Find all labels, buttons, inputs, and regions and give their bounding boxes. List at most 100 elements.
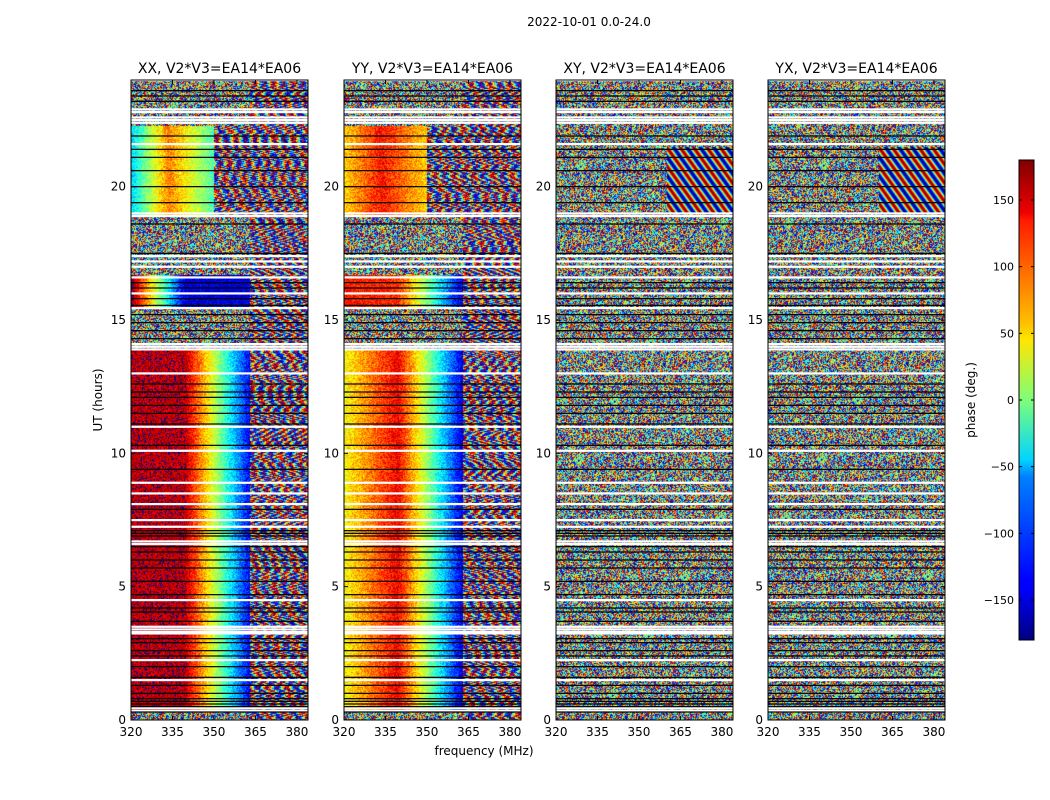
flagged-row-dark [344,314,521,316]
flagged-row-dark [344,607,521,609]
flagged-row [556,119,733,122]
y-tick-label: 0 [118,713,126,727]
flagged-row [131,679,308,682]
flagged-row-dark [768,383,945,385]
flagged-row-dark [768,468,945,470]
flagged-row [768,143,945,146]
flagged-row-dark [131,423,308,425]
flagged-row-dark [344,444,521,446]
flagged-row-dark [556,546,733,548]
flagged-row [131,631,308,634]
flagged-row [556,215,733,218]
flagged-row-dark [131,330,308,332]
flagged-row [556,631,733,634]
flagged-row-dark [768,703,945,705]
flagged-row [556,540,733,543]
flagged-row-dark [768,642,945,644]
flagged-row [556,543,733,546]
figure-suptitle: 2022-10-01 0.0-24.0 [527,15,651,29]
flagged-row [131,492,308,495]
flagged-row-dark [768,559,945,561]
flagged-row-dark [768,287,945,289]
colorbar-tick-label: 150 [993,194,1014,207]
flagged-row-dark [556,338,733,340]
flagged-row-dark [768,156,945,158]
flagged-row [131,111,308,114]
flagged-row-dark [768,202,945,204]
flagged-row-dark [768,508,945,510]
panel-frame [343,79,522,721]
flagged-row-dark [556,711,733,713]
flagged-row-dark [131,703,308,705]
flagged-row-dark [556,396,733,398]
flagged-row [768,307,945,310]
flagged-row-dark [768,706,945,708]
flagged-row-dark [344,148,521,150]
flagged-row-dark [131,383,308,385]
flagged-row-dark [131,666,308,668]
flagged-row [344,212,521,215]
y-tick-label: 5 [331,580,339,594]
flagged-row-dark [768,620,945,622]
flagged-row [556,481,733,484]
flagged-row-dark [768,148,945,150]
flagged-row-dark [556,223,733,225]
flagged-row-dark [131,532,308,534]
flagged-row-dark [556,700,733,702]
x-tick-label: 320 [757,725,780,739]
flagged-row-dark [556,642,733,644]
flagged-row [556,679,733,682]
flagged-row [556,343,733,346]
flagged-row-dark [344,676,521,678]
flagged-row-dark [768,412,945,414]
flagged-row [344,659,521,662]
flagged-row [768,276,945,279]
flagged-row-dark [768,135,945,137]
flagged-row-dark [556,330,733,332]
flagged-row-dark [556,703,733,705]
colorbar-tick-label: 50 [1000,327,1014,340]
flagged-row-dark [344,638,521,640]
flagged-row-dark [131,620,308,622]
flagged-row-dark [768,580,945,582]
flagged-row-dark [768,611,945,613]
flagged-row-dark [556,314,733,316]
flagged-row [556,121,733,124]
flagged-row-dark [344,338,521,340]
flagged-row [344,348,521,351]
flagged-row-dark [131,676,308,678]
flagged-row-dark [131,170,308,172]
flagged-row [768,659,945,662]
flagged-row-dark [131,100,308,102]
flagged-row-dark [768,391,945,393]
flagged-row-dark [344,666,521,668]
flagged-row [131,255,308,258]
flagged-row-dark [768,100,945,102]
flagged-row-dark [556,607,733,609]
x-tick-label: 365 [881,725,904,739]
x-tick-label: 380 [498,725,521,739]
flagged-row [768,345,945,348]
flagged-row [344,525,521,528]
flagged-row-dark [768,304,945,306]
flagged-row-dark [344,530,521,532]
flagged-row-dark [344,642,521,644]
flagged-row-dark [768,650,945,652]
x-tick-label: 335 [374,725,397,739]
flagged-row-dark [768,396,945,398]
flagged-row-dark [131,391,308,393]
flagged-row [768,599,945,602]
x-tick-label: 380 [710,725,733,739]
panel-2: YY, V2*V3=EA14*EA06 320 335 350 365 380 0 5 10 15… [324,61,522,739]
y-tick-label: 0 [331,713,339,727]
colorbar: phase (deg.) 150 100 50 0 −50 −100 −150 [964,159,1035,641]
heatmap-image [131,80,308,720]
flagged-row [768,707,945,710]
flagged-row [768,116,945,119]
flagged-row-dark [556,148,733,150]
flagged-row-dark [556,684,733,686]
flagged-row-dark [344,383,521,385]
flagged-row-dark [344,391,521,393]
flagged-row-dark [344,692,521,694]
